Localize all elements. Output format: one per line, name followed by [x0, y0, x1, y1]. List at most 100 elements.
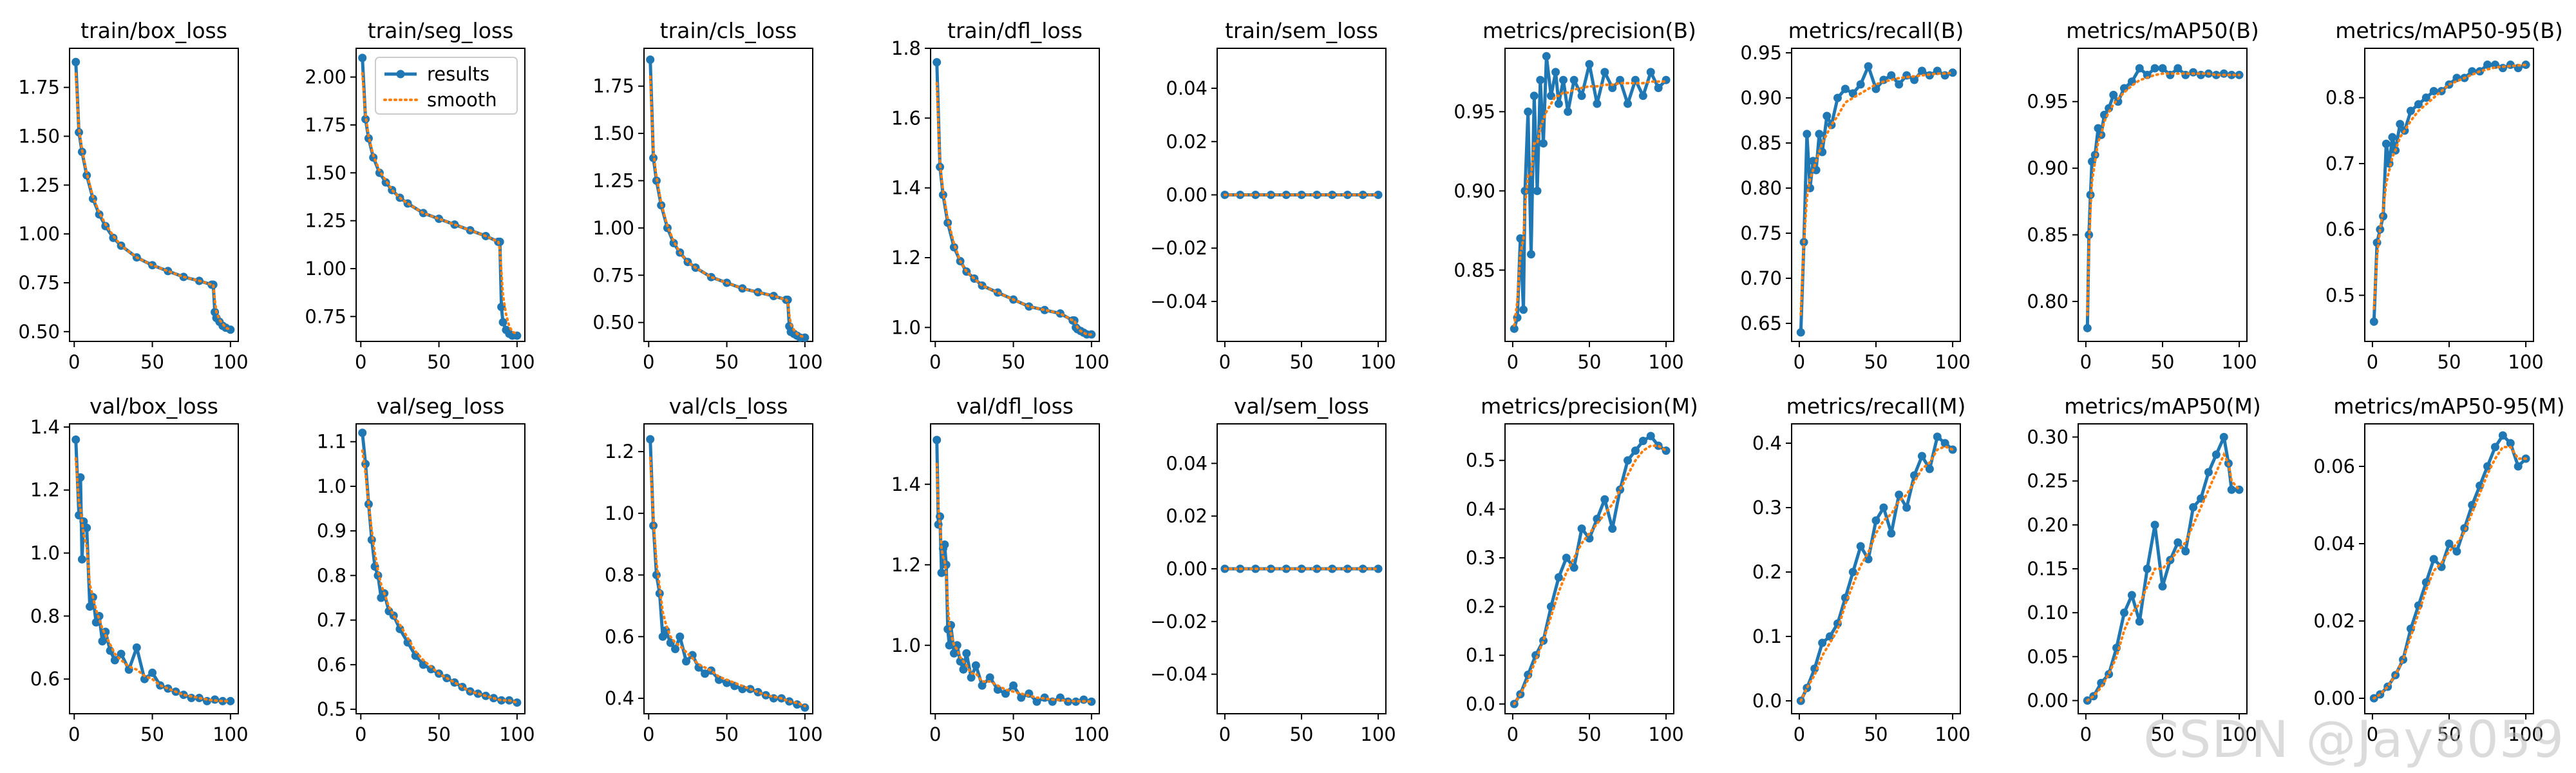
- x-tick-label: 50: [1578, 723, 1602, 745]
- results-data-point: [971, 661, 980, 670]
- results-series-line: [1799, 435, 1954, 702]
- x-tick-label: 0: [2080, 351, 2092, 373]
- y-tick-label: 0.5: [1466, 450, 1495, 472]
- axes-frame: [930, 48, 1100, 342]
- results-data-point: [1009, 681, 1018, 690]
- results-data-point: [1940, 439, 1949, 448]
- results-data-point: [1810, 664, 1819, 673]
- y-tick-label: 0.30: [2027, 426, 2069, 448]
- x-tick-label: 100: [1648, 351, 1683, 373]
- y-tick-label: 1.0: [891, 635, 921, 656]
- y-tick-label: −0.04: [1150, 291, 1208, 312]
- smooth-series-line: [74, 457, 232, 703]
- smooth-series-line: [1799, 71, 1955, 316]
- axes-frame: [930, 423, 1100, 714]
- results-data-point: [86, 602, 95, 611]
- smooth-series-line: [2086, 72, 2241, 316]
- subplot-title: train/seg_loss: [368, 18, 514, 43]
- subplot-title: val/sem_loss: [1234, 394, 1369, 419]
- x-tick-label: 0: [355, 723, 366, 745]
- x-tick-label: 0: [1794, 723, 1805, 745]
- smooth-series-line: [361, 72, 518, 336]
- y-tick-label: 0.0: [1466, 693, 1495, 715]
- results-data-point: [1569, 75, 1578, 84]
- results-data-point: [1646, 432, 1655, 441]
- y-tick-label: 1.75: [305, 114, 346, 136]
- results-data-point: [1536, 75, 1545, 84]
- results-data-point: [1917, 66, 1926, 75]
- results-data-point: [688, 651, 697, 660]
- results-series-line: [1513, 434, 1667, 705]
- results-data-point: [411, 651, 420, 660]
- axes-frame: [643, 423, 813, 714]
- y-tick-label: 0.1: [1752, 625, 1782, 647]
- results-data-point: [1871, 516, 1880, 525]
- results-data-point: [1631, 446, 1640, 455]
- x-tick-label: 50: [1864, 351, 1888, 373]
- y-tick-label: 0.5: [2325, 284, 2355, 306]
- subplot-title: val/cls_loss: [669, 394, 788, 419]
- results-data-point: [2109, 90, 2118, 99]
- subplot-12: val/cls_loss 0 50 100 0.4 0.6 0.8 1.0 1.2: [605, 394, 823, 745]
- results-data-point: [1017, 693, 1026, 702]
- results-data-point: [2369, 317, 2378, 326]
- results-data-point: [1533, 186, 1542, 195]
- results-data-point: [2483, 61, 2492, 70]
- results-data-point: [2181, 70, 2190, 79]
- subplot-15: metrics/precision(M) 0 50 100 0.0 0.1 0.2 0.3 0.…: [1466, 394, 1698, 745]
- x-tick-label: 50: [1864, 723, 1888, 745]
- axes-frame: [355, 48, 526, 342]
- results-data-point: [933, 58, 942, 67]
- results-data-point: [1079, 695, 1088, 704]
- y-tick-label: 0.8: [605, 564, 634, 586]
- results-series-line: [2372, 434, 2527, 700]
- y-tick-label: 0.1: [1466, 644, 1495, 666]
- y-tick-label: 1.0: [317, 475, 346, 497]
- results-data-point: [962, 649, 971, 658]
- results-data-point: [959, 665, 968, 674]
- results-data-point: [1374, 191, 1383, 199]
- x-tick-label: 100: [2508, 351, 2543, 373]
- y-tick-label: 0.7: [2325, 153, 2355, 175]
- y-tick-label: 0.00: [2313, 687, 2355, 709]
- smooth-series-line: [649, 456, 806, 707]
- y-tick-label: 1.25: [592, 169, 634, 191]
- x-tick-label: 0: [2367, 723, 2378, 745]
- results-data-point: [2483, 462, 2492, 471]
- results-data-point: [2119, 608, 2128, 617]
- results-data-point: [91, 618, 100, 627]
- results-data-point: [1638, 436, 1647, 445]
- y-tick-label: 1.4: [891, 177, 921, 199]
- axes-frame: [2078, 423, 2248, 714]
- results-data-point: [671, 644, 680, 653]
- results-data-point: [1823, 111, 1832, 120]
- y-tick-label: 0.90: [1740, 87, 1782, 109]
- results-data-point: [2406, 106, 2415, 115]
- smooth-series-line: [935, 82, 1093, 336]
- results-data-point: [2143, 564, 2152, 573]
- x-tick-label: 100: [787, 723, 822, 745]
- subplot-1: train/box_loss 0 50 100 0.50 0.75 1.00 1.25 1.50…: [18, 18, 248, 373]
- subplot-8: metrics/mAP50(B) 0 50 100 0.80 0.85 0.90 0.95: [2027, 18, 2259, 373]
- results-data-point: [403, 638, 412, 647]
- y-tick-label: 1.50: [592, 122, 634, 144]
- results-data-point: [2127, 591, 2136, 600]
- results-data-point: [1577, 91, 1586, 100]
- y-tick-label: 1.8: [891, 37, 921, 59]
- results-data-point: [1516, 234, 1525, 243]
- results-data-point: [1638, 91, 1647, 100]
- results-data-point: [2166, 70, 2175, 79]
- y-tick-label: 0.8: [30, 605, 60, 627]
- y-tick-label: 1.4: [30, 416, 60, 438]
- results-data-point: [2506, 439, 2515, 448]
- y-tick-label: 1.1: [317, 431, 346, 453]
- results-data-point: [71, 435, 80, 444]
- results-data-point: [2181, 547, 2190, 556]
- y-tick-label: 0.90: [1454, 180, 1495, 202]
- results-data-point: [2460, 524, 2469, 533]
- results-data-point: [1887, 71, 1896, 80]
- x-tick-label: 100: [2508, 723, 2543, 745]
- results-data-point: [800, 703, 810, 712]
- smooth-series-line: [1513, 444, 1668, 705]
- results-data-point: [1826, 632, 1835, 641]
